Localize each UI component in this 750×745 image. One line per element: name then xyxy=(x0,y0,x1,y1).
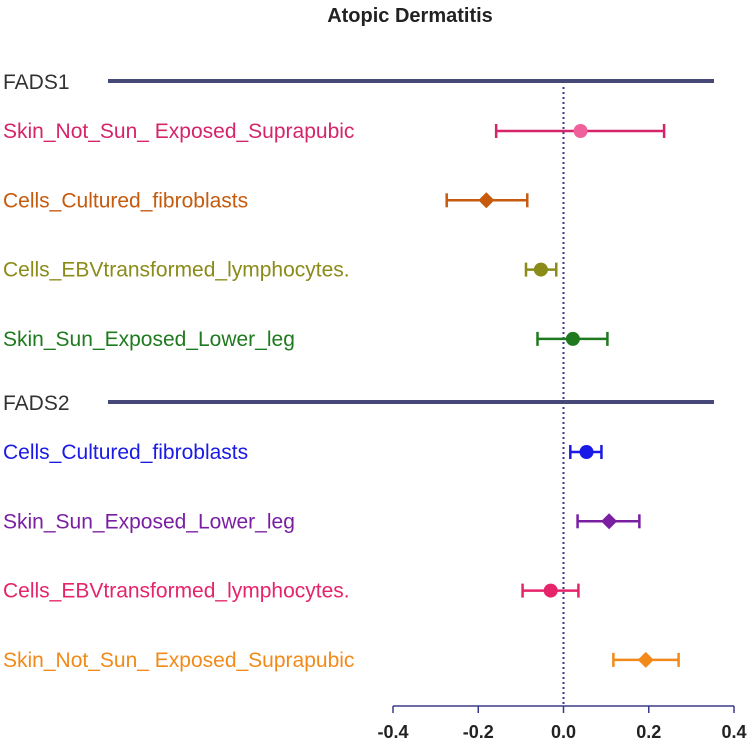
estimate-marker-diamond xyxy=(637,651,654,668)
estimate-marker-circle xyxy=(543,583,558,598)
x-tick-label: 0.4 xyxy=(721,722,746,742)
row-label: Cells_EBVtransformed_lymphocytes. xyxy=(3,259,350,282)
row-label: Cells_Cultured_fibroblasts xyxy=(3,189,248,212)
row-label: Skin_Sun_Exposed_Lower_leg xyxy=(3,328,295,351)
row-label: Cells_Cultured_fibroblasts xyxy=(3,441,248,464)
row-label: Skin_Not_Sun_ Exposed_Suprapubic xyxy=(3,649,354,672)
row-label: Skin_Not_Sun_ Exposed_Suprapubic xyxy=(3,120,354,143)
row-label: Skin_Sun_Exposed_Lower_leg xyxy=(3,510,295,533)
row-label: Cells_EBVtransformed_lymphocytes. xyxy=(3,580,350,603)
x-tick-label: 0.0 xyxy=(551,722,576,742)
x-tick-label: -0.2 xyxy=(463,722,494,742)
estimate-marker-diamond xyxy=(478,192,495,209)
x-axis: -0.4 -0.2 0.0 0.2 0.4 xyxy=(377,705,747,742)
chart-title: Atopic Dermatitis xyxy=(327,5,493,27)
estimate-marker-diamond xyxy=(601,513,618,530)
estimate-marker-circle xyxy=(573,124,588,138)
estimate-marker-circle xyxy=(565,331,580,346)
plot-area: FADS1 Skin_Not_Sun_ Exposed_Suprapubic Cel… xyxy=(3,71,714,706)
estimate-marker-circle xyxy=(579,445,594,459)
x-tick-label: 0.2 xyxy=(636,722,661,742)
estimate-marker-circle xyxy=(533,262,548,277)
x-tick-label: -0.4 xyxy=(377,722,408,742)
group-label-fads2: FADS2 xyxy=(3,392,70,415)
group-label-fads1: FADS1 xyxy=(3,71,70,94)
